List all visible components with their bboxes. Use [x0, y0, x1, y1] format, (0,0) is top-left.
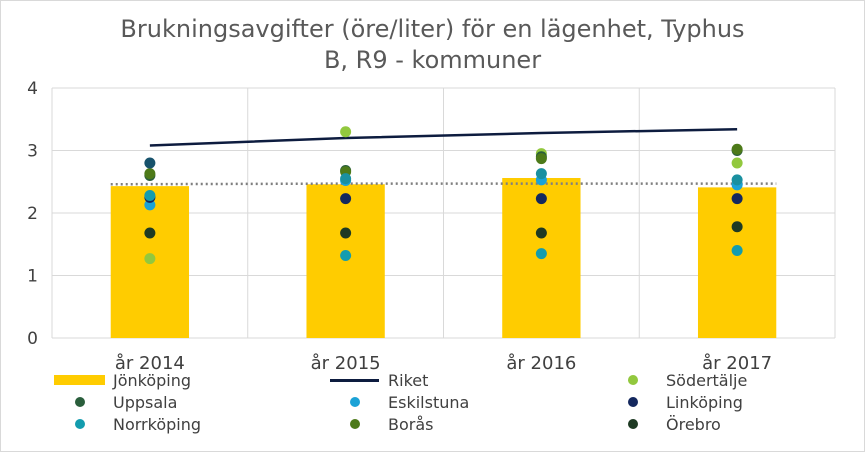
- data-point: [731, 245, 743, 256]
- data-point: [144, 168, 156, 180]
- data-point: [535, 168, 547, 180]
- chart-title-line-2: B, R9 - kommuner: [323, 46, 542, 74]
- data-point: [535, 153, 547, 165]
- x-tick-label: år 2016: [506, 353, 576, 374]
- data-point: [731, 157, 743, 169]
- y-tick-label: 4: [27, 79, 38, 99]
- y-tick-label: 2: [27, 204, 38, 224]
- data-point: [731, 221, 743, 233]
- x-tick-label: år 2017: [702, 353, 772, 374]
- x-tick-label: år 2015: [311, 353, 381, 374]
- bar: [306, 184, 385, 338]
- chart-title: Brukningsavgifter (öre/liter) för en läg…: [0, 14, 865, 76]
- data-point: [340, 173, 352, 185]
- data-point: [144, 190, 156, 201]
- data-point: [535, 227, 547, 239]
- data-point: [535, 248, 547, 260]
- data-point: [340, 250, 352, 261]
- y-tick-label: 3: [27, 142, 38, 162]
- data-point: [535, 193, 547, 205]
- data-point: [731, 174, 743, 186]
- data-point: [340, 126, 352, 138]
- data-point: [731, 143, 743, 155]
- y-tick-label: 1: [27, 267, 38, 287]
- data-point: [144, 227, 156, 239]
- data-point: [731, 193, 743, 205]
- y-tick-label: 0: [27, 329, 38, 349]
- bar: [697, 187, 777, 338]
- data-point: [340, 193, 352, 205]
- data-point: [340, 227, 352, 239]
- chart-title-line-1: Brukningsavgifter (öre/liter) för en läg…: [120, 15, 745, 43]
- data-point: [144, 157, 156, 169]
- series-line: [149, 128, 738, 147]
- x-tick-label: år 2014: [115, 353, 185, 374]
- data-point: [144, 253, 156, 265]
